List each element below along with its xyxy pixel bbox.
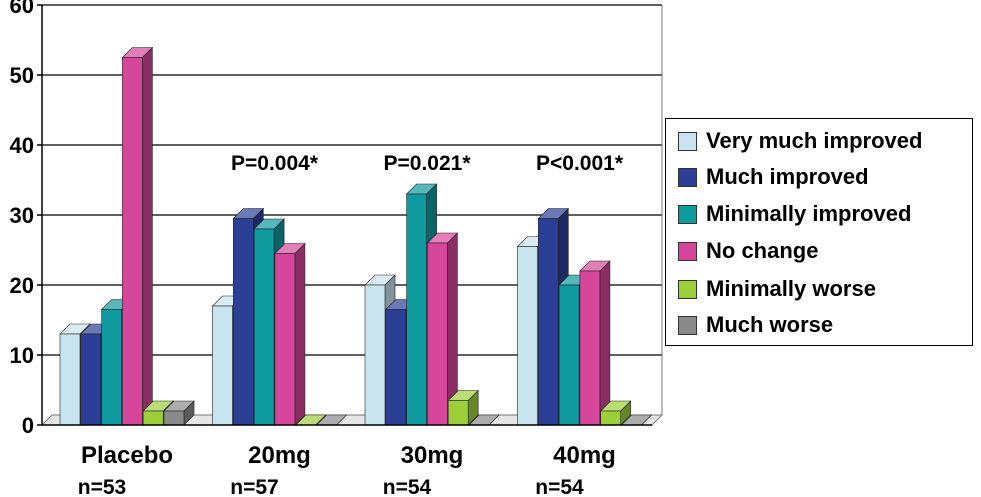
- y-tick-label: 30: [10, 203, 34, 228]
- y-tick-label: 0: [22, 413, 34, 438]
- y-tick-label: 10: [10, 343, 34, 368]
- legend-swatch: [678, 315, 697, 335]
- legend-item-minimally-worse: Minimally worse: [678, 276, 876, 301]
- legend-item-very-much-improved: Very much improved: [678, 128, 923, 153]
- bar: [447, 389, 479, 426]
- bar: [468, 414, 500, 426]
- bar: [121, 46, 154, 426]
- bar: [426, 232, 459, 426]
- x-category-label: 30mg: [401, 442, 464, 469]
- legend-swatch: [678, 241, 697, 261]
- legend-label: Much worse: [706, 312, 834, 337]
- legend-label: No change: [706, 238, 819, 263]
- y-tick-label: 60: [10, 0, 34, 18]
- y-tick-label: 40: [10, 133, 34, 158]
- p-value-annotation: P=0.021*: [384, 152, 472, 175]
- legend-swatch: [678, 204, 697, 224]
- legend-label: Minimally improved: [706, 201, 912, 226]
- legend-swatch: [678, 279, 697, 299]
- y-tick-label: 20: [10, 273, 34, 298]
- bar: [274, 242, 306, 426]
- x-category-label: 40mg: [553, 442, 616, 469]
- x-category-count: n=53: [78, 476, 126, 497]
- y-tick-label: 50: [10, 63, 34, 88]
- x-category-label: 20mg: [248, 442, 311, 469]
- bar: [579, 260, 611, 426]
- legend-label: Very much improved: [706, 128, 923, 153]
- p-value-annotation: P<0.001*: [536, 152, 624, 175]
- x-category-count: n=54: [383, 476, 432, 497]
- bar: [599, 400, 632, 426]
- p-value-annotation: P=0.004*: [231, 152, 319, 175]
- x-category-label: Placebo: [81, 442, 173, 469]
- legend-item-much-worse: Much worse: [678, 312, 834, 337]
- x-category-count: n=57: [230, 476, 278, 497]
- legend-label: Minimally worse: [706, 276, 876, 301]
- bar: [163, 400, 195, 426]
- bar: [620, 414, 653, 426]
- legend-item-no-change: No change: [678, 238, 819, 263]
- legend-item-much-improved: Much improved: [678, 164, 869, 189]
- legend-swatch: [678, 131, 697, 151]
- legend-swatch: [678, 167, 697, 187]
- legend-label: Much improved: [706, 164, 869, 189]
- legend-item-minimally-improved: Minimally improved: [678, 201, 912, 226]
- x-category-count: n=54: [535, 476, 584, 497]
- legend: Very much improved Much improved Minimal…: [665, 118, 973, 346]
